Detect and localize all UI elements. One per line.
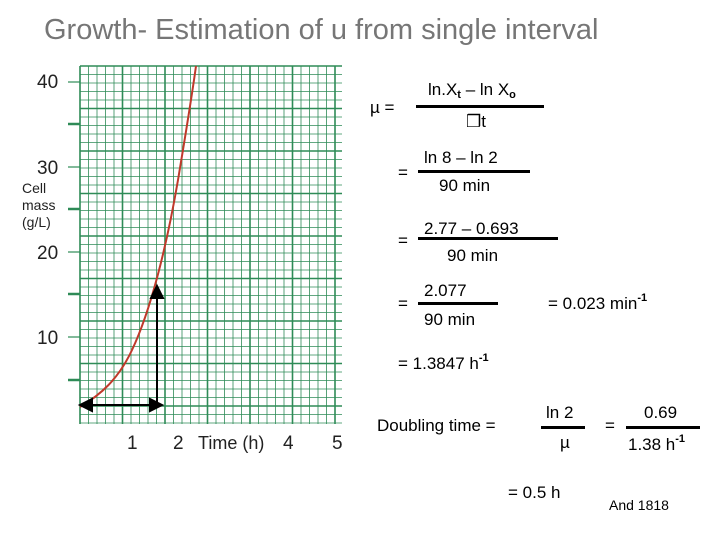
result-per-min: = 0.023 min-1: [548, 292, 647, 314]
delta-symbol: ❒: [466, 112, 482, 131]
eq4-denominator: 90 min: [424, 310, 476, 329]
eq2-numerator: ln 8 – ln 2: [424, 148, 498, 167]
doubling-equals: =: [605, 416, 615, 435]
axis-marks: [68, 81, 80, 382]
eq1-num-b: – ln X: [460, 80, 510, 99]
doubling-frac2-num: 0.69: [644, 403, 678, 422]
doubling-den-sup: -1: [675, 433, 686, 445]
result-min-text: = 0.023 min: [548, 294, 638, 313]
eq3-denominator: 90 min: [447, 246, 499, 265]
result-h-sup: -1: [478, 352, 489, 364]
slide-title: Growth- Estimation of u from single inte…: [44, 14, 599, 46]
doubling-frac2-den: 1.38 h-1: [628, 433, 685, 455]
eq1-sub-o: o: [509, 89, 516, 101]
y-label-line-2: mass: [22, 197, 56, 213]
eq3-numerator: 2.77 – 0.693: [424, 219, 519, 238]
y-label-line-1: Cell: [22, 180, 47, 196]
eq2-fraction-bar: [418, 170, 530, 173]
eq2-equals: =: [398, 163, 408, 182]
doubling-label: Doubling time =: [377, 416, 496, 435]
doubling-result: = 0.5 h: [508, 483, 561, 502]
doubling-frac1-bar: [541, 426, 585, 429]
eq1-sub-t: t: [457, 89, 461, 101]
y-tick-20: 20: [37, 243, 59, 264]
eq1-denominator: ❒t: [466, 112, 486, 132]
eq4-equals: =: [398, 294, 408, 313]
result-min-sup: -1: [637, 292, 648, 304]
x-tick-1: 1: [127, 433, 138, 454]
eq1-numerator: ln.Xt – ln Xo: [428, 80, 516, 101]
footer-note: And 1818: [609, 497, 669, 513]
interval-arrows: [77, 283, 165, 413]
y-axis-label: Cell mass (g/L): [22, 180, 62, 231]
eq3-fraction-bar: [418, 237, 558, 240]
doubling-frac1-num: ln 2: [546, 403, 574, 422]
y-tick-40: 40: [37, 72, 59, 93]
y-label-line-3: (g/L): [22, 214, 51, 230]
doubling-frac2-bar: [626, 426, 700, 429]
doubling-frac1-den: µ: [560, 433, 570, 452]
left-arrowhead: [77, 397, 93, 413]
eq4-numerator: 2.077: [424, 281, 467, 300]
growth-curve: [79, 65, 197, 408]
eq1-den-t: t: [481, 112, 486, 131]
eq1-fraction-bar: [416, 105, 544, 108]
x-tick-5: 5: [332, 433, 343, 454]
eq3-equals: =: [398, 231, 408, 250]
result-h-text: = 1.3847 h: [398, 354, 479, 373]
x-tick-4: 4: [283, 433, 294, 454]
doubling-den-text: 1.38 h: [628, 435, 676, 454]
eq2-denominator: 90 min: [439, 176, 491, 195]
x-axis-label: Time (h): [198, 433, 265, 453]
y-tick-30: 30: [37, 158, 59, 179]
result-per-hour: = 1.3847 h-1: [398, 352, 489, 374]
eq1-num-a: ln.X: [428, 80, 458, 99]
y-tick-10: 10: [37, 328, 59, 349]
mu-lhs: µ =: [370, 98, 395, 117]
up-arrowhead: [149, 283, 165, 299]
x-tick-2: 2: [173, 433, 184, 454]
eq4-fraction-bar: [418, 302, 498, 305]
